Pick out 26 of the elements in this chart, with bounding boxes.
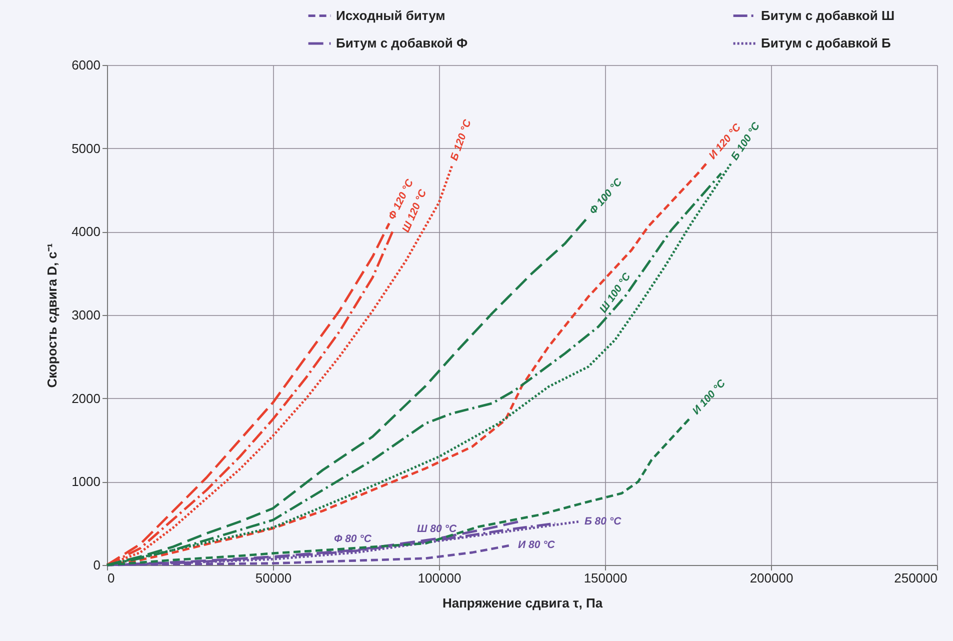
y-tick-label: 1000 bbox=[72, 474, 100, 490]
y-axis-title: Скорость сдвига D, с⁻¹ bbox=[44, 243, 60, 388]
legend-label: Битум с добавкой Ф bbox=[336, 36, 468, 50]
x-tick-label: 0 bbox=[108, 570, 115, 586]
annotation: Ш 80 °C bbox=[416, 523, 457, 535]
x-axis-title: Напряжение сдвига τ, Па bbox=[442, 596, 604, 610]
annotation: Ф 100 °C bbox=[587, 176, 625, 217]
annotation: Ф 80 °C bbox=[334, 533, 372, 545]
y-tick-label: 4000 bbox=[72, 224, 100, 240]
x-tick-label: 200000 bbox=[750, 570, 794, 586]
annotation: И 80 °C bbox=[518, 539, 556, 551]
legend-label: Битум с добавкой Ш bbox=[761, 8, 895, 23]
annotation: И 100 °C bbox=[690, 377, 728, 418]
annotation: Б 120 °C bbox=[448, 118, 474, 162]
legend-label: Исходный битум bbox=[336, 8, 446, 23]
y-tick-label: 2000 bbox=[72, 390, 100, 406]
x-tick-label: 150000 bbox=[584, 570, 628, 586]
x-tick-label: 250000 bbox=[894, 570, 938, 586]
x-tick-label: 100000 bbox=[418, 570, 462, 586]
annotation: Б 80 °C bbox=[584, 516, 622, 528]
y-tick-label: 3000 bbox=[72, 308, 100, 322]
x-tick-label: 50000 bbox=[255, 570, 292, 586]
y-tick-label: 6000 bbox=[72, 58, 100, 72]
y-tick-label: 0 bbox=[93, 558, 100, 572]
legend-label: Битум с добавкой Б bbox=[761, 36, 891, 50]
y-tick-label: 5000 bbox=[72, 140, 100, 156]
